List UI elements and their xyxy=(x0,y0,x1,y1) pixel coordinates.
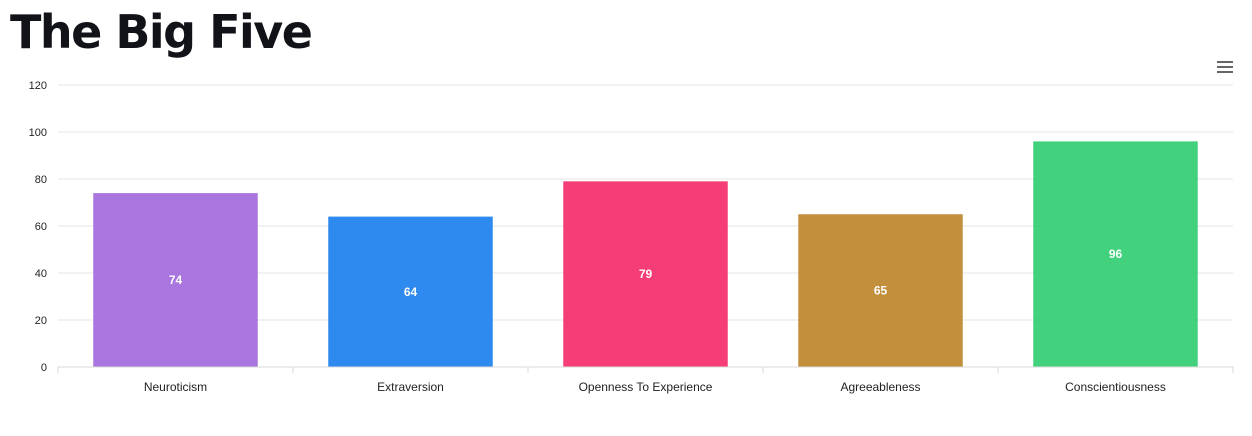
hamburger-menu-icon[interactable] xyxy=(1214,58,1236,76)
data-label: 65 xyxy=(874,284,888,298)
y-tick-label: 20 xyxy=(35,315,47,327)
data-label: 74 xyxy=(169,273,183,287)
bar[interactable] xyxy=(328,216,493,367)
data-label: 96 xyxy=(1109,247,1123,261)
page-title: The Big Five xyxy=(10,5,313,59)
y-tick-label: 120 xyxy=(29,80,47,92)
y-tick-label: 100 xyxy=(29,127,47,139)
x-tick-label: Extraversion xyxy=(377,380,444,394)
y-tick-label: 60 xyxy=(35,221,47,233)
x-tick-label: Agreeableness xyxy=(840,380,920,394)
x-axis: Neuroticism Extraversion Openness To Exper… xyxy=(57,366,1234,394)
x-tick-label: Openness To Experience xyxy=(579,380,713,394)
y-tick-label: 80 xyxy=(35,174,47,186)
bar[interactable] xyxy=(563,181,728,367)
x-tick-label: Conscientiousness xyxy=(1065,380,1166,394)
bar[interactable] xyxy=(93,193,258,367)
data-label: 64 xyxy=(404,285,418,299)
bar[interactable] xyxy=(798,214,963,367)
bars: 74 64 79 65 96 xyxy=(93,141,1198,367)
y-tick-label: 0 xyxy=(41,362,47,374)
y-axis-ticks: 0 20 40 60 80 100 120 xyxy=(29,80,47,374)
data-label: 79 xyxy=(639,267,653,281)
bar[interactable] xyxy=(1033,141,1198,367)
y-tick-label: 40 xyxy=(35,268,47,280)
x-tick-label: Neuroticism xyxy=(144,380,207,394)
